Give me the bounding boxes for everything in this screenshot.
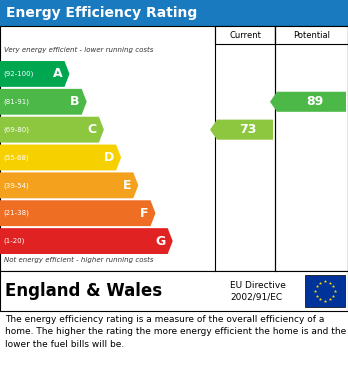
Polygon shape [0,61,70,87]
Polygon shape [0,200,156,226]
Bar [215,26,275,44]
Text: Energy Efficiency Rating: Energy Efficiency Rating [6,6,197,20]
Text: (1-20): (1-20) [3,238,24,244]
Polygon shape [0,172,138,198]
Bar [0,271,348,311]
Text: Current: Current [229,30,261,39]
Bar [0,26,348,271]
Text: E: E [123,179,131,192]
Text: F: F [140,207,149,220]
Text: (39-54): (39-54) [3,182,29,188]
Text: (21-38): (21-38) [3,210,29,217]
Text: (55-68): (55-68) [3,154,29,161]
Text: 73: 73 [239,123,257,136]
Bar [305,275,345,307]
Text: Not energy efficient - higher running costs: Not energy efficient - higher running co… [4,257,153,263]
Text: C: C [88,123,97,136]
Text: G: G [156,235,166,248]
Polygon shape [0,117,104,143]
Polygon shape [0,228,173,254]
Text: 89: 89 [306,95,323,108]
Text: (81-91): (81-91) [3,99,29,105]
Text: A: A [53,67,63,81]
Polygon shape [210,120,273,140]
Polygon shape [270,92,346,112]
Text: Potential: Potential [293,30,330,39]
Text: (92-100): (92-100) [3,71,33,77]
Text: EU Directive
2002/91/EC: EU Directive 2002/91/EC [230,281,286,301]
Text: (69-80): (69-80) [3,126,29,133]
Bar [275,26,348,44]
Text: B: B [70,95,80,108]
Text: Very energy efficient - lower running costs: Very energy efficient - lower running co… [4,47,153,53]
Polygon shape [0,89,87,115]
Polygon shape [0,145,121,170]
Text: D: D [104,151,114,164]
Text: The energy efficiency rating is a measure of the overall efficiency of a home. T: The energy efficiency rating is a measur… [5,315,346,349]
Text: England & Wales: England & Wales [5,282,162,300]
Bar [0,0,348,26]
